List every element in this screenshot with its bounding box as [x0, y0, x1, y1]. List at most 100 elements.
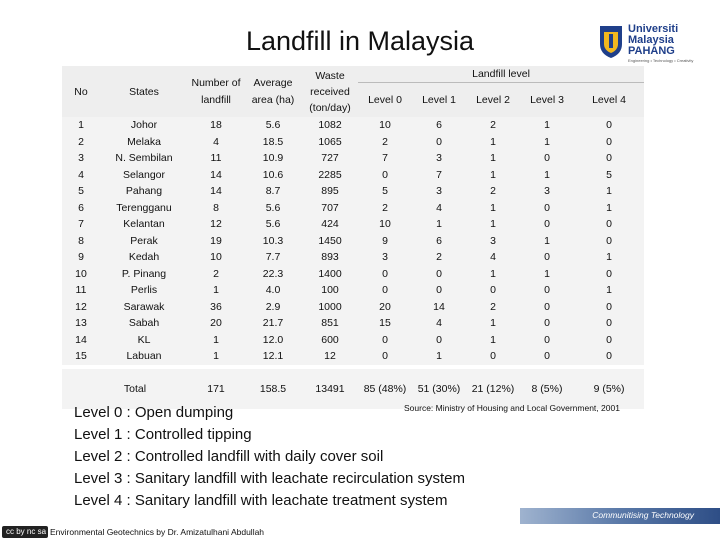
cell-level-2: 1	[466, 133, 520, 150]
total-row: Total 171 158.5 13491 85 (48%) 51 (30%) …	[62, 368, 645, 409]
cell-level-4: 0	[574, 133, 645, 150]
cell-level-0: 0	[358, 265, 412, 282]
cell-level-2: 1	[466, 216, 520, 233]
cell-level-1: 0	[412, 133, 466, 150]
legend-level-2: Level 2 : Controlled landfill with daily…	[74, 448, 384, 465]
cell-level-0: 0	[358, 166, 412, 183]
cell-level-3: 0	[520, 331, 574, 348]
cell-no: 9	[62, 249, 100, 266]
cell-number-of-landfill: 11	[188, 150, 244, 167]
cell-level-1: 6	[412, 232, 466, 249]
cell-state: Perlis	[100, 282, 188, 299]
cell-number-of-landfill: 18	[188, 117, 244, 134]
cell-waste-received: 424	[302, 216, 358, 233]
slide-title: Landfill in Malaysia	[245, 26, 475, 56]
cell-average-area: 7.7	[244, 249, 302, 266]
cell-waste-received: 727	[302, 150, 358, 167]
total-number-of-landfill: 171	[188, 368, 244, 409]
cell-level-4: 1	[574, 183, 645, 200]
cell-level-3: 0	[520, 249, 574, 266]
cell-number-of-landfill: 14	[188, 166, 244, 183]
cell-no: 1	[62, 117, 100, 134]
cell-level-1: 7	[412, 166, 466, 183]
cell-no: 11	[62, 282, 100, 299]
cell-no: 2	[62, 133, 100, 150]
table-row: 3 N. Sembilan 11 10.9 727 7 3 1 0 0	[62, 150, 645, 167]
header-states: States	[100, 66, 188, 117]
cell-number-of-landfill: 12	[188, 216, 244, 233]
cell-level-0: 0	[358, 331, 412, 348]
header-landfill-level: Landfill level	[358, 66, 645, 83]
cell-level-1: 0	[412, 265, 466, 282]
cell-level-3: 0	[520, 199, 574, 216]
cell-level-3: 0	[520, 282, 574, 299]
cell-no: 5	[62, 183, 100, 200]
cell-average-area: 5.6	[244, 199, 302, 216]
cell-level-1: 2	[412, 249, 466, 266]
cell-state: Melaka	[100, 133, 188, 150]
cell-average-area: 12.1	[244, 348, 302, 365]
cell-state: N. Sembilan	[100, 150, 188, 167]
cell-no: 8	[62, 232, 100, 249]
cell-level-4: 1	[574, 249, 645, 266]
cell-level-4: 0	[574, 315, 645, 332]
total-waste-received: 13491	[302, 368, 358, 409]
cell-level-0: 10	[358, 216, 412, 233]
cell-no: 10	[62, 265, 100, 282]
cell-level-2: 2	[466, 117, 520, 134]
cell-level-2: 1	[466, 331, 520, 348]
source-note: Source: Ministry of Housing and Local Go…	[404, 403, 620, 413]
cell-average-area: 22.3	[244, 265, 302, 282]
legend-level-3: Level 3 : Sanitary landfill with leachat…	[74, 470, 466, 487]
cell-average-area: 10.6	[244, 166, 302, 183]
cell-waste-received: 600	[302, 331, 358, 348]
logo-line2: Malaysia	[628, 34, 674, 46]
cell-level-4: 0	[574, 150, 645, 167]
cell-state: Johor	[100, 117, 188, 134]
cell-level-2: 4	[466, 249, 520, 266]
cell-level-4: 0	[574, 331, 645, 348]
cell-number-of-landfill: 19	[188, 232, 244, 249]
cell-number-of-landfill: 14	[188, 183, 244, 200]
cell-waste-received: 1400	[302, 265, 358, 282]
cell-average-area: 12.0	[244, 331, 302, 348]
cell-level-3: 0	[520, 216, 574, 233]
cell-average-area: 5.6	[244, 216, 302, 233]
cell-level-0: 0	[358, 282, 412, 299]
cell-level-3: 0	[520, 315, 574, 332]
header-number-of-landfill: Number of landfill	[188, 66, 244, 117]
table-row: 10 P. Pinang 2 22.3 1400 0 0 1 1 0	[62, 265, 645, 282]
cell-state: KL	[100, 331, 188, 348]
cell-no: 4	[62, 166, 100, 183]
footer-credit: Environmental Geotechnics by Dr. Amizatu…	[50, 527, 265, 537]
table-row: 4 Selangor 14 10.6 2285 0 7 1 1 5	[62, 166, 645, 183]
cell-level-3: 0	[520, 150, 574, 167]
cell-level-1: 0	[412, 282, 466, 299]
cell-number-of-landfill: 20	[188, 315, 244, 332]
cell-average-area: 5.6	[244, 117, 302, 134]
cell-average-area: 8.7	[244, 183, 302, 200]
cell-state: Perak	[100, 232, 188, 249]
table-row: 9 Kedah 10 7.7 893 3 2 4 0 1	[62, 249, 645, 266]
cell-average-area: 10.3	[244, 232, 302, 249]
cell-average-area: 2.9	[244, 298, 302, 315]
cell-level-3: 1	[520, 166, 574, 183]
table-row: 11 Perlis 1 4.0 100 0 0 0 0 1	[62, 282, 645, 299]
cell-level-3: 3	[520, 183, 574, 200]
cell-waste-received: 851	[302, 315, 358, 332]
cell-waste-received: 100	[302, 282, 358, 299]
cell-level-2: 1	[466, 150, 520, 167]
logo-line3: PAHANG	[628, 45, 675, 57]
shield-icon	[600, 26, 622, 58]
cell-number-of-landfill: 1	[188, 348, 244, 365]
cell-level-4: 0	[574, 298, 645, 315]
cell-level-3: 1	[520, 232, 574, 249]
cell-number-of-landfill: 1	[188, 282, 244, 299]
table-row: 1 Johor 18 5.6 1082 10 6 2 1 0	[62, 117, 645, 134]
cell-level-3: 1	[520, 133, 574, 150]
cell-level-0: 3	[358, 249, 412, 266]
cell-number-of-landfill: 1	[188, 331, 244, 348]
total-level-0: 85 (48%)	[358, 368, 412, 409]
cell-level-4: 5	[574, 166, 645, 183]
table-row: 13 Sabah 20 21.7 851 15 4 1 0 0	[62, 315, 645, 332]
